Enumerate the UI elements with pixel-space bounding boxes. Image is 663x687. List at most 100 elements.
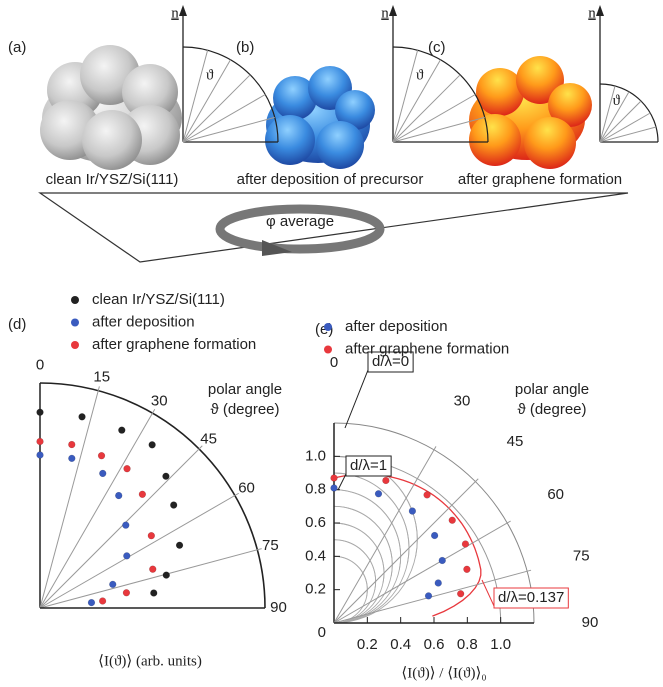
angle-ray (39, 548, 262, 609)
angle-tick-label: 30 (151, 392, 168, 409)
data-point (448, 516, 456, 524)
angle-ray (333, 446, 437, 624)
angle-axis-title: ϑ (degree) (517, 401, 586, 418)
angle-tick-label: 75 (573, 548, 590, 565)
panel-label: (b) (236, 39, 254, 56)
y-tick-label: 0.6 (305, 514, 326, 531)
angle-tick-label: 60 (238, 480, 255, 497)
panel-caption: clean Ir/YSZ/Si(111) (46, 171, 179, 188)
angle-tick-label: 45 (507, 433, 524, 450)
data-point (123, 465, 131, 473)
data-point (36, 451, 44, 459)
annotation-box (367, 351, 414, 373)
data-point (109, 580, 117, 589)
x-tick-label: 0.6 (424, 636, 445, 653)
guide-ray (599, 126, 657, 143)
annotation-box (493, 587, 569, 609)
angle-tick-label: 15 (93, 369, 110, 386)
surface-rendering-c (469, 56, 592, 169)
data-point (408, 507, 417, 515)
data-point (434, 579, 442, 587)
y-tick-label: 1.0 (305, 447, 326, 464)
arrow-head (389, 5, 397, 16)
data-point (374, 490, 383, 498)
guide-ray (182, 50, 209, 143)
legend-label: after graphene formation (92, 336, 256, 353)
panel-label: (a) (8, 39, 26, 56)
annotation-leader (337, 473, 347, 491)
legend-label: after graphene formation (345, 340, 509, 357)
model-curve (333, 505, 393, 577)
data-point (148, 441, 156, 449)
data-point (162, 571, 170, 579)
data-point (98, 597, 107, 605)
average-ring (215, 204, 385, 254)
angle-axis-title: polar angle (515, 381, 589, 398)
angle-tick-label: 45 (200, 430, 217, 447)
angle-tick-label: 75 (262, 537, 279, 554)
model-curve (333, 489, 402, 570)
arrow-head (596, 5, 604, 16)
legend-label: after deposition (92, 313, 195, 330)
data-point (122, 521, 130, 529)
x-tick-label: 1.0 (490, 636, 511, 653)
polar-symbol: ϑ (206, 67, 214, 83)
guide-ray (392, 50, 419, 143)
data-point (147, 532, 155, 540)
data-point (461, 540, 470, 548)
data-point (170, 501, 178, 509)
polar-symbol: ϑ (613, 93, 621, 109)
polar-symbol: ϑ (416, 67, 424, 83)
legend-marker (71, 296, 79, 304)
panel-label: (c) (428, 39, 446, 56)
guide-ray (182, 116, 275, 143)
data-point (175, 541, 184, 549)
data-point (423, 491, 431, 499)
x-tick-label: 0.4 (390, 636, 411, 653)
guide-ray (392, 59, 441, 143)
data-point (123, 552, 131, 560)
data-point (330, 474, 338, 482)
data-point (382, 476, 390, 485)
guide-ray (182, 94, 266, 143)
data-point (87, 598, 96, 607)
data-point (115, 491, 123, 500)
guide-ray (392, 116, 485, 143)
panel-caption: after graphene formation (458, 171, 622, 188)
data-point (97, 452, 106, 460)
angle-ray (39, 408, 156, 609)
data-point (162, 472, 170, 480)
guide-ray (182, 74, 251, 143)
angle-tick-label: 60 (547, 486, 564, 503)
normal-symbol: n (171, 5, 179, 21)
guide-ray (599, 91, 630, 143)
normal-symbol: n (588, 5, 596, 21)
data-point (457, 590, 465, 598)
angle-tick-label: 0 (36, 356, 44, 373)
legend-label: clean Ir/YSZ/Si(111) (92, 291, 225, 308)
angle-tick-label: 90 (582, 614, 599, 631)
data-point (99, 469, 107, 478)
legend-marker (71, 341, 79, 349)
panel-label: (d) (8, 316, 26, 333)
data-point (78, 413, 86, 421)
guide-ray (392, 74, 461, 143)
annotation: d/λ=0.137 (498, 589, 564, 606)
data-point (122, 589, 131, 597)
data-point (149, 565, 157, 573)
angle-ray (333, 569, 532, 624)
guide-ray (599, 112, 651, 143)
angle-ray (333, 478, 479, 624)
data-point (118, 426, 126, 434)
x-tick-label: 0.2 (357, 636, 378, 653)
data-point (430, 531, 439, 540)
annotation-leader (481, 579, 495, 607)
legend-marker (71, 318, 79, 327)
model-curve (333, 522, 385, 584)
panel-caption: after deposition of precursor (237, 171, 424, 188)
angle-tick-label: 90 (270, 599, 287, 616)
y-tick-label: 0.4 (305, 547, 326, 564)
angle-ray (39, 386, 100, 609)
x-tick-label: 0.8 (457, 636, 478, 653)
